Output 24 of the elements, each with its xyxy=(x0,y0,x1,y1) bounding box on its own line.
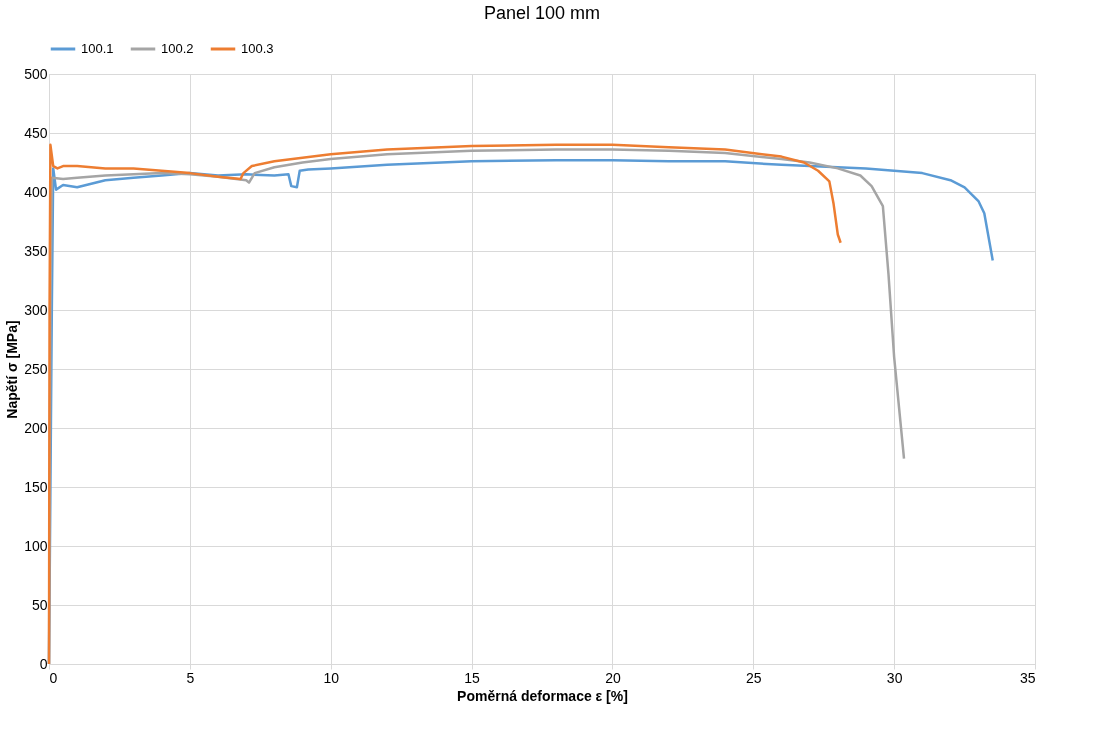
legend-label: 100.3 xyxy=(241,41,274,56)
y-tick-label: 450 xyxy=(24,124,48,141)
x-axis-title: Poměrná deformace ε [%] xyxy=(457,687,628,704)
x-tick-label: 20 xyxy=(605,669,621,686)
x-tick-label: 5 xyxy=(186,669,195,686)
y-tick-label: 100 xyxy=(24,537,48,554)
x-tick-label: 25 xyxy=(746,669,762,686)
x-tick-label: 30 xyxy=(886,669,903,686)
x-tick-label: 35 xyxy=(1019,669,1036,686)
chart-title: Panel 100 mm xyxy=(483,3,601,23)
y-tick-label: 200 xyxy=(24,419,48,436)
y-tick-label: 500 xyxy=(24,65,48,82)
x-tick-label: 15 xyxy=(464,669,481,686)
y-tick-label: 0 xyxy=(39,655,48,672)
y-tick-label: 350 xyxy=(24,242,48,259)
y-axis-title: Napětí σ [MPa] xyxy=(4,320,21,419)
y-tick-label: 50 xyxy=(31,596,48,613)
legend-label: 100.1 xyxy=(81,41,114,56)
x-tick-label: 10 xyxy=(323,669,340,686)
y-tick-label: 150 xyxy=(24,478,48,495)
y-tick-label: 400 xyxy=(24,183,48,200)
legend-label: 100.2 xyxy=(161,41,194,56)
y-tick-label: 300 xyxy=(24,301,48,318)
y-tick-label: 250 xyxy=(24,360,48,377)
